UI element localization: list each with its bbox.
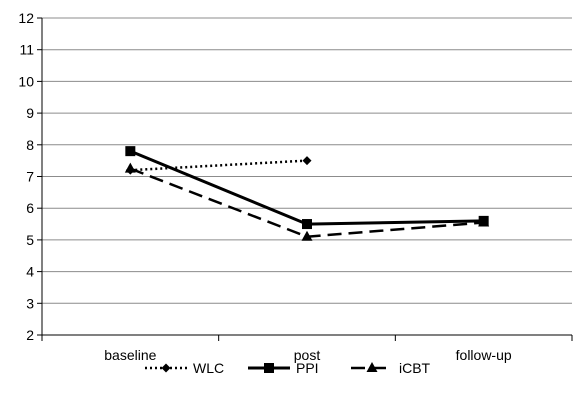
legend-label: WLC (193, 360, 224, 376)
data-point-square (302, 219, 312, 230)
y-tick-label: 9 (26, 105, 34, 121)
y-tick-label: 10 (18, 73, 34, 89)
data-point-triangle (301, 230, 313, 241)
y-tick-labels: 2 3 4 5 6 7 8 9 10 11 12 (18, 10, 34, 343)
data-point-diamond (161, 363, 171, 373)
data-point-triangle (124, 162, 136, 173)
axes (37, 17, 573, 341)
data-point-triangle (478, 216, 490, 227)
y-tick-label: 11 (19, 42, 34, 58)
data-point-square (264, 363, 274, 373)
data-point-triangle (366, 362, 378, 372)
y-tick-label: 7 (26, 169, 34, 185)
y-tick-label: 2 (26, 327, 34, 343)
data-point-square (125, 146, 136, 157)
legend-label: PPI (296, 360, 319, 376)
y-tick-label: 5 (26, 232, 34, 248)
legend-item-icbt: iCBT (351, 360, 431, 376)
x-tick-label: baseline (104, 347, 156, 363)
x-tick-label: post (294, 347, 321, 363)
y-tick-label: 6 (26, 200, 34, 216)
x-tick-label: follow-up (456, 347, 512, 363)
data-point-diamond (302, 156, 312, 166)
y-tick-label: 8 (26, 137, 34, 153)
y-tick-label: 4 (26, 264, 34, 280)
legend-label: iCBT (399, 360, 431, 376)
gridlines (42, 17, 572, 304)
legend: WLC PPI iCBT (145, 360, 431, 376)
y-tick-label: 3 (26, 295, 34, 311)
y-tick-label: 12 (18, 10, 34, 26)
series (124, 146, 490, 241)
legend-item-ppi: PPI (248, 360, 319, 376)
x-tick-labels: baseline post follow-up (104, 347, 512, 363)
legend-item-wlc: WLC (145, 360, 224, 376)
